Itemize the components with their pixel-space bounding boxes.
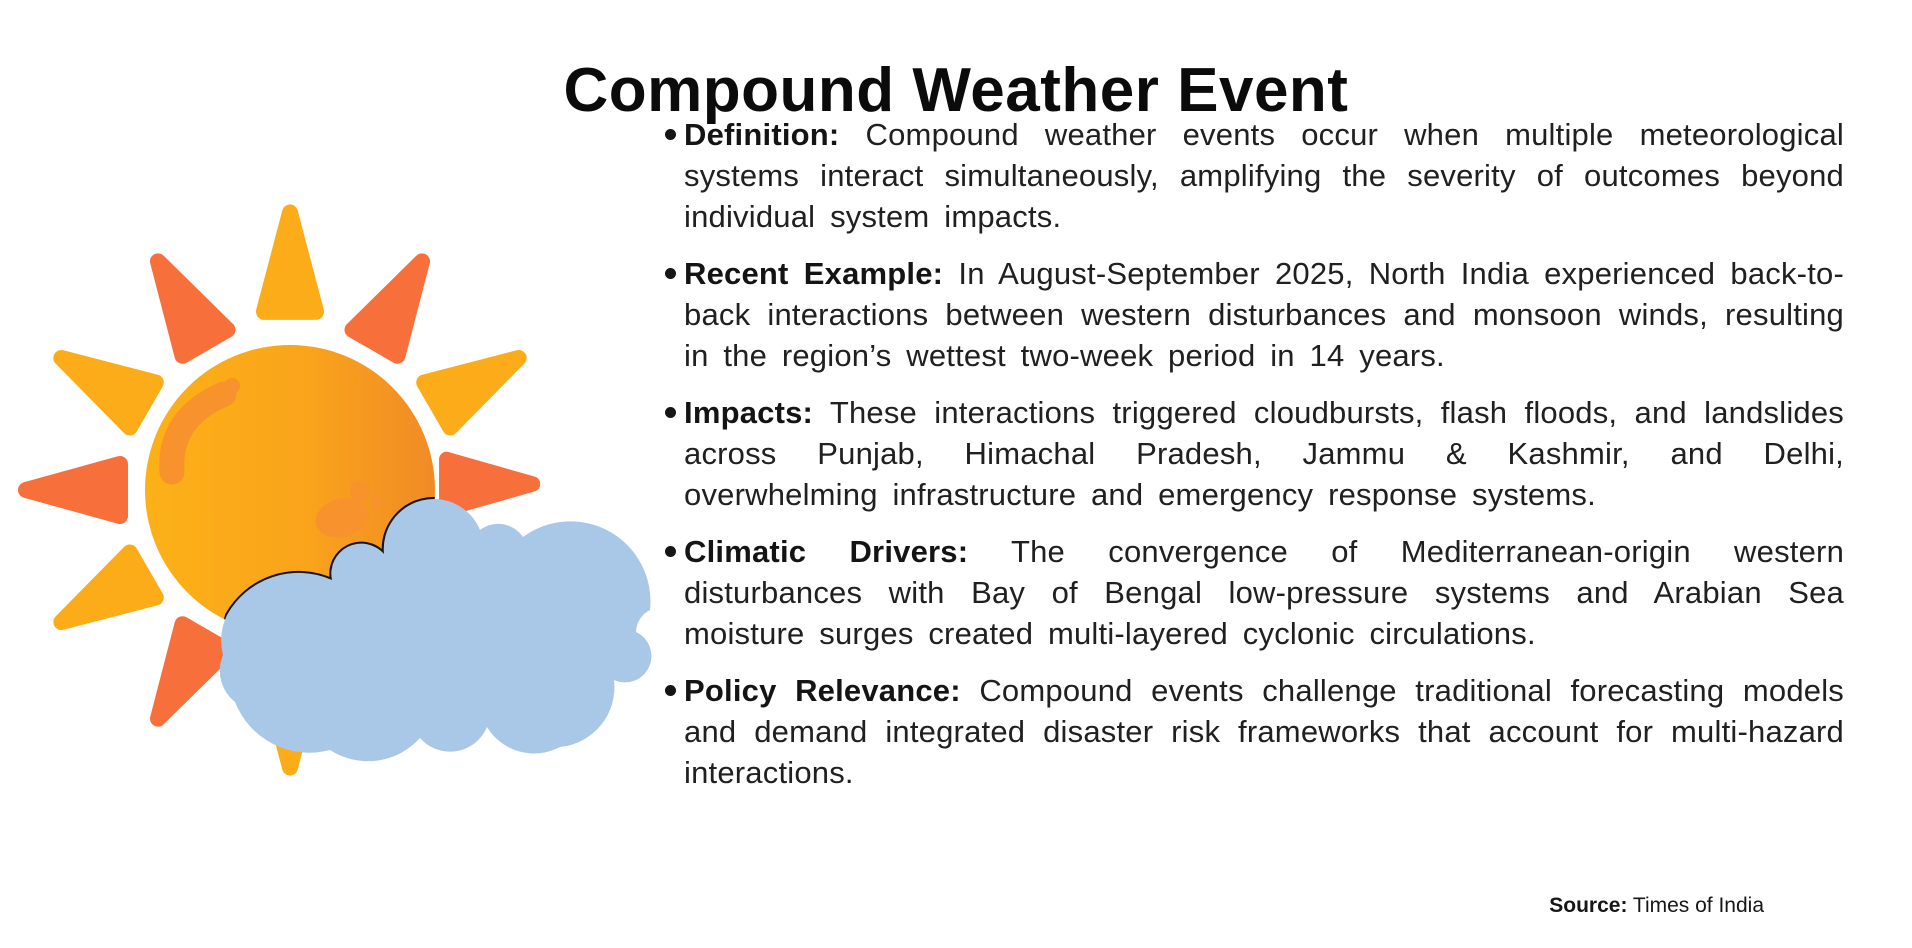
bullet-text: Compound weather events occur when multi… (684, 117, 1844, 234)
sun-highlight-dot (224, 378, 240, 394)
bullet-text: Compound events challenge traditional fo… (684, 673, 1844, 790)
sun-ray (424, 335, 531, 427)
sun-spot-tiny (371, 496, 383, 508)
bullet-text: These interactions triggered cloudbursts… (684, 395, 1844, 512)
sun-ray-right (446, 459, 532, 508)
bullet-item-climatic-drivers: Climatic Drivers: The convergence of Med… (663, 531, 1844, 654)
sun-ray (48, 335, 155, 427)
sun-spot-small (350, 481, 370, 501)
bullet-label: Policy Relevance: (684, 673, 961, 708)
bullet-list: Definition: Compound weather events occu… (663, 114, 1844, 809)
sun-ray-top (264, 213, 316, 312)
bullet-text: In August-September 2025, North India ex… (684, 256, 1844, 373)
sun-ray-left (26, 464, 120, 516)
bullet-item-definition: Definition: Compound weather events occu… (663, 114, 1844, 237)
source-label: Source: (1549, 894, 1628, 917)
sun-ray (135, 248, 227, 355)
sun-behind-cloud-illustration (0, 150, 652, 790)
bullet-item-impacts: Impacts: These interactions triggered cl… (663, 392, 1844, 515)
sun-highlight-swoosh (159, 381, 237, 485)
bullet-label: Climatic Drivers: (684, 534, 969, 569)
bullet-label: Impacts: (684, 395, 814, 430)
page-title: Compound Weather Event (563, 55, 1349, 125)
sun-ray (48, 552, 155, 644)
sun-ray (135, 624, 227, 731)
source-text: Times of India (1627, 894, 1764, 917)
bullet-item-policy-relevance: Policy Relevance: Compound events challe… (663, 670, 1844, 793)
bullet-label: Recent Example: (684, 256, 944, 291)
bullet-label: Definition: (684, 117, 840, 152)
sun-spot-large (315, 498, 369, 538)
bullet-item-recent-example: Recent Example: In August-September 2025… (663, 253, 1844, 376)
sun-ray (352, 248, 444, 355)
bullet-text: The convergence of Mediterranean-origin … (684, 534, 1845, 651)
source-credit: Source: Times of India (1549, 893, 1764, 919)
